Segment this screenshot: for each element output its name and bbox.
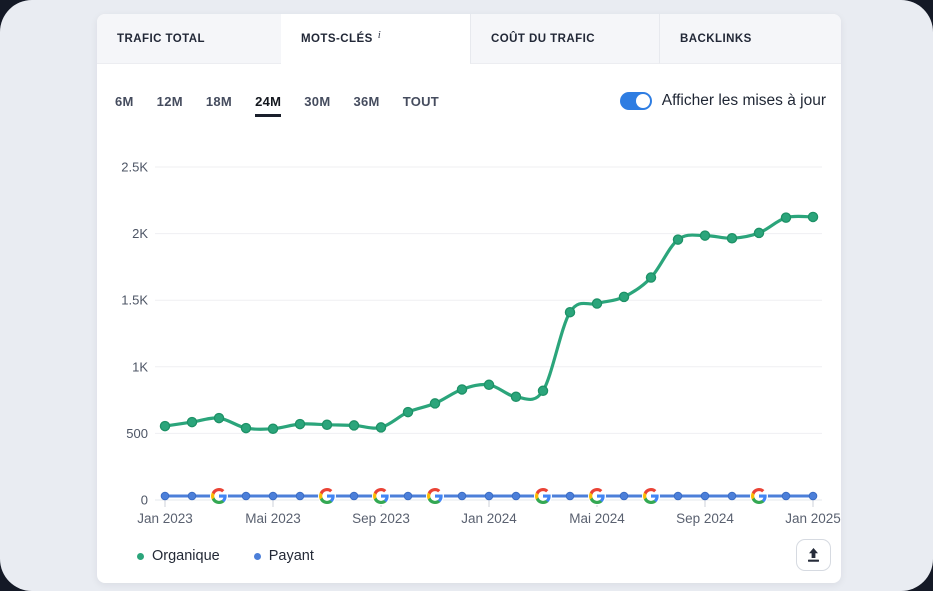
google-update-marker (211, 488, 227, 505)
range-option-6m[interactable]: 6M (115, 94, 134, 109)
legend-label: Organique (152, 548, 220, 564)
svg-text:Jan 2025: Jan 2025 (785, 511, 841, 526)
svg-text:0: 0 (141, 493, 148, 508)
svg-text:Mai 2024: Mai 2024 (569, 511, 625, 526)
chart-legend: Organique Payant (137, 548, 314, 564)
export-button[interactable] (796, 539, 831, 571)
tab-backlinks[interactable]: BACKLINKS (659, 14, 841, 64)
range-option-36m[interactable]: 36M (353, 94, 380, 109)
tab-label: TRAFIC TOTAL (117, 32, 206, 45)
tab-trafic-total[interactable]: TRAFIC TOTAL (97, 14, 281, 64)
svg-text:Mai 2023: Mai 2023 (245, 511, 301, 526)
legend-item-payant[interactable]: Payant (253, 548, 314, 564)
svg-text:2K: 2K (132, 226, 148, 241)
svg-text:2.5K: 2.5K (121, 160, 148, 175)
info-icon: i (377, 28, 381, 41)
svg-text:Sep 2023: Sep 2023 (352, 511, 410, 526)
updates-toggle-label: Afficher les mises à jour (661, 92, 826, 109)
svg-text:Jan 2024: Jan 2024 (461, 511, 517, 526)
range-option-tout[interactable]: TOUT (402, 94, 440, 109)
google-update-marker (373, 488, 389, 505)
tab-label: COÛT DU TRAFIC (491, 32, 596, 45)
range-option-24m[interactable]: 24M (255, 94, 282, 117)
svg-text:500: 500 (126, 426, 148, 441)
time-range-selector: 6M 12M 18M 24M 30M 36M TOUT (115, 94, 439, 117)
tab-label: MOTS-CLÉS (301, 32, 373, 45)
svg-text:Sep 2024: Sep 2024 (676, 511, 734, 526)
toggle-knob (635, 94, 650, 108)
svg-text:1.5K: 1.5K (121, 293, 148, 308)
updates-toggle[interactable] (619, 92, 652, 110)
legend-dot (253, 552, 261, 560)
range-option-30m[interactable]: 30M (304, 94, 331, 109)
range-option-18m[interactable]: 18M (205, 94, 233, 109)
google-update-marker (751, 488, 767, 505)
updates-toggle-row: Afficher les mises à jour (619, 92, 826, 110)
traffic-analytics-card: TRAFIC TOTAL MOTS-CLÉS i COÛT DU TRAFIC BACK… (97, 14, 841, 583)
google-update-marker (427, 488, 443, 505)
legend-dot (137, 552, 144, 560)
legend-item-organique[interactable]: Organique (137, 548, 220, 564)
legend-label: Payant (268, 548, 314, 564)
tab-bar: TRAFIC TOTAL MOTS-CLÉS i COÛT DU TRAFIC BACK… (97, 14, 841, 64)
google-update-marker (319, 488, 335, 505)
tab-mots-cl-s[interactable]: MOTS-CLÉS i (281, 14, 470, 64)
google-update-marker (643, 488, 659, 505)
range-option-12m[interactable]: 12M (156, 94, 183, 109)
svg-text:1K: 1K (132, 359, 148, 374)
google-update-marker (589, 488, 605, 505)
tab-label: BACKLINKS (680, 32, 752, 45)
upload-icon (808, 548, 819, 562)
google-update-marker (535, 488, 551, 505)
tab-co-t-du-trafic[interactable]: COÛT DU TRAFIC (470, 14, 659, 64)
svg-text:Jan 2023: Jan 2023 (137, 511, 193, 526)
